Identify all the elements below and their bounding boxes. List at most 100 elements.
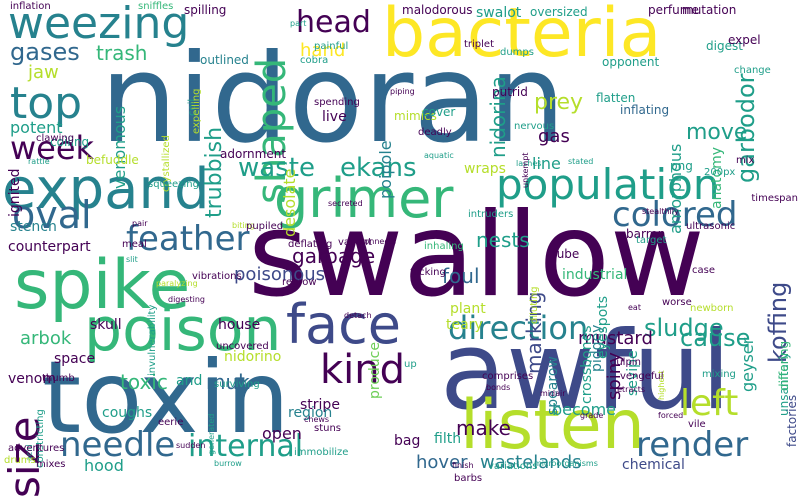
cloud-word: adornment bbox=[220, 147, 287, 161]
cloud-word: diluting bbox=[529, 286, 540, 324]
cloud-word: counterpart bbox=[8, 239, 91, 255]
cloud-word: left bbox=[680, 383, 739, 424]
cloud-word: barbs bbox=[454, 473, 483, 484]
cloud-word: arbok bbox=[20, 328, 72, 349]
cloud-word: pupiled bbox=[246, 221, 284, 232]
cloud-word: mixing bbox=[702, 369, 736, 380]
cloud-word: factories bbox=[785, 394, 799, 447]
cloud-word: generated bbox=[207, 413, 216, 456]
cloud-word: meal bbox=[122, 239, 147, 250]
cloud-word: colored bbox=[612, 195, 738, 235]
cloud-word: expand bbox=[2, 157, 210, 222]
cloud-word: expelling bbox=[191, 88, 202, 134]
cloud-word: eerie bbox=[158, 417, 184, 428]
cloud-word: cover bbox=[422, 105, 456, 119]
cloud-word: sniffles bbox=[138, 1, 174, 12]
cloud-word: head bbox=[296, 5, 371, 40]
cloud-word: crossbones bbox=[579, 325, 595, 404]
cloud-word: nervous bbox=[514, 121, 555, 132]
cloud-word: oval bbox=[12, 193, 92, 237]
cloud-word: ekans bbox=[340, 153, 417, 183]
cloud-word: tube bbox=[552, 247, 580, 261]
cloud-word: invulnerability bbox=[147, 304, 158, 376]
cloud-word: adventures bbox=[8, 443, 65, 454]
cloud-word: move bbox=[686, 120, 748, 145]
cloud-word: nests bbox=[476, 228, 530, 252]
cloud-word: differing bbox=[777, 340, 791, 391]
cloud-word: muk bbox=[206, 370, 250, 394]
cloud-word: connects bbox=[360, 237, 397, 246]
cloud-word: open bbox=[262, 424, 302, 443]
cloud-word: slit bbox=[126, 255, 138, 264]
cloud-word: bacteria bbox=[382, 0, 662, 73]
cloud-word: direction bbox=[448, 309, 589, 347]
cloud-word: intruders bbox=[468, 209, 514, 220]
cloud-word: paralyzing bbox=[156, 279, 198, 288]
cloud-word: toxic bbox=[120, 370, 168, 394]
cloud-word: ignited bbox=[7, 168, 23, 217]
cloud-word: flatten bbox=[596, 91, 636, 105]
cloud-word: triplet bbox=[464, 39, 495, 50]
cloud-word: live bbox=[322, 109, 347, 125]
cloud-word: rattle bbox=[28, 157, 50, 166]
cloud-word: deadly bbox=[418, 127, 452, 138]
cloud-word: change bbox=[734, 65, 771, 76]
cloud-word: amorphous bbox=[666, 144, 685, 235]
cloud-word: venom bbox=[8, 371, 56, 387]
cloud-word: expel bbox=[728, 33, 761, 47]
cloud-word: face bbox=[286, 293, 402, 356]
cloud-word: eyespots bbox=[595, 296, 611, 360]
cloud-word: garbodor bbox=[732, 73, 760, 184]
cloud-word: midair bbox=[540, 389, 566, 398]
cloud-word: vacant bbox=[338, 237, 372, 248]
cloud-word: poison bbox=[84, 295, 282, 365]
cloud-word: cobra bbox=[300, 55, 329, 66]
cloud-word: swallow bbox=[248, 188, 705, 323]
cloud-word: vibrations bbox=[192, 271, 242, 282]
cloud-word: digesting bbox=[168, 295, 205, 304]
cloud-word: grimer bbox=[274, 167, 454, 230]
cloud-word: garbage bbox=[292, 244, 376, 268]
cloud-word: make bbox=[456, 416, 511, 440]
cloud-word: surviving bbox=[214, 379, 260, 390]
cloud-word: weezing bbox=[8, 0, 190, 49]
cloud-word: target bbox=[636, 235, 667, 246]
cloud-word: flicking bbox=[410, 267, 446, 278]
cloud-word: burrow bbox=[214, 459, 242, 468]
cloud-word: barren bbox=[626, 227, 666, 241]
cloud-word: nidoran bbox=[100, 28, 566, 170]
cloud-word: microorganisms bbox=[534, 459, 598, 468]
cloud-word: befuddle bbox=[86, 153, 139, 167]
cloud-word: spilling bbox=[184, 3, 227, 17]
cloud-word: poipole bbox=[376, 140, 395, 200]
cloud-word: needle bbox=[60, 425, 176, 465]
cloud-word: lashes bbox=[516, 159, 542, 168]
cloud-word: wraps bbox=[464, 161, 506, 177]
cloud-word: top bbox=[10, 78, 83, 129]
cloud-word: render bbox=[636, 425, 749, 465]
cloud-word: venomous bbox=[110, 105, 129, 189]
cloud-word: stench bbox=[10, 219, 57, 235]
cloud-word: chews bbox=[304, 415, 330, 424]
cloud-word: waste bbox=[238, 153, 315, 183]
cloud-word: week bbox=[10, 129, 95, 167]
cloud-word: retracts bbox=[614, 385, 646, 394]
cloud-word: perfume bbox=[648, 3, 699, 17]
cloud-word: cause bbox=[680, 324, 751, 352]
cloud-word: stated bbox=[568, 157, 594, 166]
cloud-word: painful bbox=[314, 41, 349, 52]
cloud-word: stripe bbox=[300, 397, 340, 413]
cloud-word: population bbox=[496, 160, 720, 209]
cloud-word: case bbox=[692, 265, 715, 276]
cloud-word: worse bbox=[662, 297, 692, 308]
cloud-word: png bbox=[670, 159, 693, 173]
cloud-word: feather bbox=[126, 219, 250, 259]
cloud-word: finish bbox=[452, 461, 474, 470]
cloud-word: prey bbox=[534, 90, 584, 115]
cloud-word: digest bbox=[706, 39, 743, 53]
cloud-word: spending bbox=[314, 97, 360, 108]
cloud-word: drums bbox=[4, 455, 36, 466]
cloud-word: eat bbox=[628, 303, 641, 312]
cloud-word: become bbox=[552, 400, 617, 419]
